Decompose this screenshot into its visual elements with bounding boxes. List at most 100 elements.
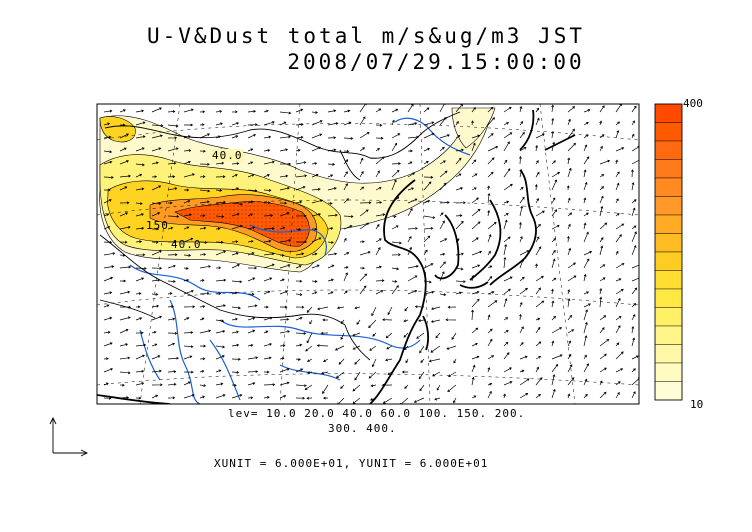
wind-vector — [503, 159, 508, 165]
wind-vector — [405, 358, 409, 364]
wind-vector — [375, 247, 381, 256]
wind-vector — [183, 226, 190, 230]
wind-vector — [247, 382, 256, 386]
wind-vector — [279, 305, 288, 309]
colorbar-swatch — [654, 159, 683, 179]
wind-vector — [487, 314, 491, 321]
wind-vector — [359, 240, 365, 244]
wind-vector — [615, 297, 621, 308]
wind-vector — [375, 213, 386, 217]
wind-vector — [631, 199, 637, 204]
wind-vector — [631, 287, 638, 295]
wind-vector — [103, 357, 109, 361]
wind-vector — [215, 227, 221, 231]
wind-vector — [535, 210, 545, 217]
wind-vector — [566, 235, 570, 243]
wind-vector — [119, 316, 131, 321]
wind-vector — [119, 109, 126, 113]
wind-vector — [119, 383, 125, 387]
colorbar-border — [654, 103, 683, 401]
wind-vector — [439, 160, 446, 165]
wind-vector — [199, 110, 206, 114]
wind-vector — [183, 135, 191, 139]
wind-vector — [135, 187, 145, 191]
colorbar — [654, 103, 683, 401]
wind-vector — [279, 344, 286, 348]
wind-vector — [583, 291, 590, 295]
wind-vector — [599, 145, 603, 152]
wind-vector — [551, 388, 556, 399]
wind-vector — [419, 345, 425, 354]
wind-vector — [263, 330, 269, 334]
wind-vector — [343, 237, 347, 243]
wind-vector — [599, 353, 607, 360]
wind-vector — [455, 148, 464, 152]
wind-vector — [215, 319, 225, 323]
wind-vector — [487, 234, 492, 243]
wind-vector — [199, 395, 206, 399]
wind-vector — [215, 161, 225, 165]
wind-vector — [567, 298, 571, 308]
wind-vector — [119, 133, 130, 139]
wind-vector — [403, 332, 409, 338]
wind-vector — [199, 305, 206, 308]
wind-vector — [135, 382, 145, 386]
wind-vector — [448, 371, 457, 377]
coastlines — [97, 109, 576, 404]
wind-vector — [391, 285, 399, 295]
wind-vector — [338, 358, 345, 365]
wind-vector — [359, 222, 370, 230]
wind-vector — [615, 212, 620, 217]
wind-vector — [199, 253, 207, 256]
wind-vector — [199, 317, 205, 321]
wind-vector — [199, 329, 212, 334]
wind-vector — [359, 209, 369, 217]
wind-vector — [295, 316, 303, 321]
wind-vector — [151, 250, 162, 256]
wind-vector — [487, 275, 493, 282]
wind-vector — [167, 382, 177, 386]
wind-vector — [423, 107, 430, 113]
wind-vector — [151, 212, 161, 217]
wind-vector — [279, 317, 290, 321]
wind-vector — [263, 174, 270, 178]
wind-vector — [599, 222, 608, 230]
wind-vector — [120, 279, 127, 283]
wind-vector — [455, 173, 462, 178]
wind-vector — [295, 368, 304, 373]
wind-vector — [215, 266, 222, 270]
wind-vector — [167, 370, 177, 374]
wind-vector — [391, 162, 401, 165]
wind-vector — [385, 358, 393, 362]
contour-label: 40.0 — [212, 149, 243, 162]
wind-vector — [432, 371, 441, 377]
wind-vector — [583, 273, 587, 282]
wind-vector — [167, 305, 174, 309]
wind-vector — [369, 345, 377, 351]
wind-vector — [599, 380, 603, 386]
wind-vector — [631, 303, 636, 308]
wind-vector — [359, 266, 365, 270]
wind-vector — [359, 131, 370, 139]
wind-vector — [231, 173, 238, 178]
wind-vector — [551, 354, 563, 360]
wind-vector — [439, 201, 450, 204]
wind-vector — [435, 332, 441, 339]
wind-vector — [231, 122, 240, 126]
wind-vector — [343, 272, 348, 282]
wind-vector — [519, 221, 522, 230]
wind-vector — [119, 371, 131, 375]
wind-vector — [519, 235, 523, 243]
wind-vector — [631, 355, 639, 360]
wind-vector — [327, 264, 335, 269]
wind-vector — [471, 159, 477, 165]
wind-vector — [430, 319, 441, 323]
wind-vector — [199, 162, 210, 166]
wind-vector — [327, 252, 338, 256]
wind-vector — [215, 369, 222, 373]
wind-vector — [263, 160, 275, 165]
wind-vector — [375, 238, 382, 243]
wind-vector — [439, 261, 446, 269]
wind-vector — [535, 287, 541, 295]
